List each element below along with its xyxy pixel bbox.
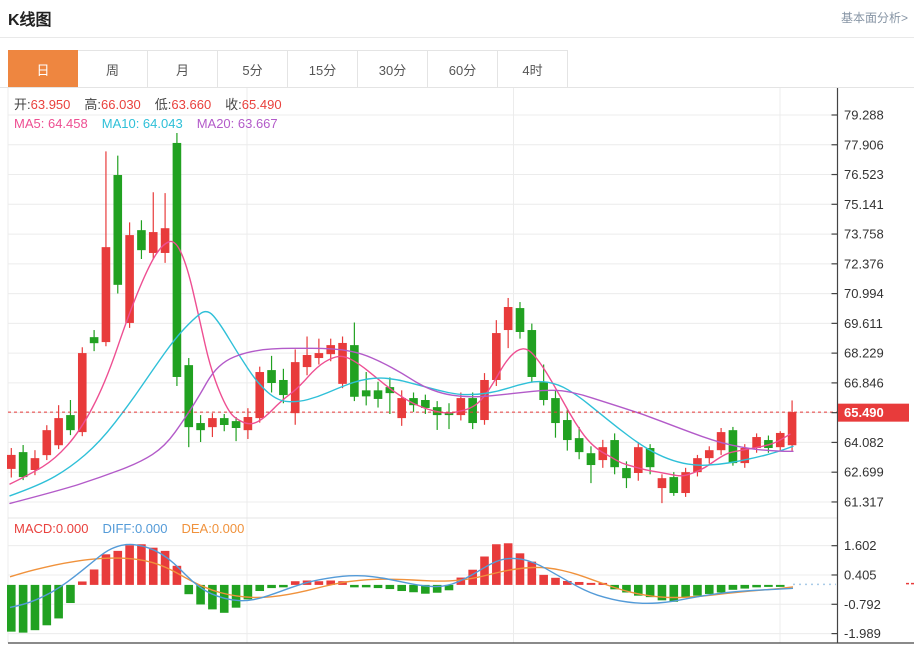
axis-layer: 79.288 77.906 76.523 75.141 73.758 72.376 70.9… — [8, 88, 914, 644]
svg-text:65.490: 65.490 — [844, 405, 884, 420]
diff-line — [9, 543, 794, 609]
period-tabbar: 日周月 5分 15分 30分 60分 4时 — [0, 50, 914, 88]
y-tick-label: 73.758 — [844, 227, 884, 242]
tab-60分[interactable]: 60分 — [428, 50, 498, 87]
tab-月[interactable]: 月 — [148, 50, 218, 87]
y-tick-label: 61.317 — [844, 494, 884, 509]
ohlc-low-readout: 低:63.660 — [154, 97, 212, 112]
tab-30分[interactable]: 30分 — [358, 50, 428, 87]
macd-macd-readout: MACD:0.000 — [14, 521, 89, 536]
period-tabs: 日周月 5分 15分 30分 60分 4时 — [8, 50, 568, 87]
tab-5分[interactable]: 5分 — [218, 50, 288, 87]
macd-layer — [7, 543, 914, 633]
ma-lines-layer — [9, 240, 794, 505]
macd-tick-label: -0.792 — [844, 597, 881, 612]
ma-legend: MA5: 64.458 MA10: 64.043 MA20: 63.667 — [14, 116, 292, 131]
macd-tick-label: -1.989 — [844, 626, 881, 641]
ma5-line — [9, 240, 791, 485]
current-price-marker: 65.490 — [838, 403, 909, 422]
ma-ma10-readout: MA10: 64.043 — [101, 116, 183, 131]
page-title: K线图 — [8, 12, 52, 29]
dea-line — [9, 557, 794, 599]
ohlc-close-readout: 收:65.490 — [225, 97, 282, 112]
ohlc-high-readout: 高:66.030 — [84, 97, 141, 112]
tab-周[interactable]: 周 — [78, 50, 148, 87]
y-tick-label: 62.699 — [844, 465, 884, 480]
header-divider — [0, 37, 914, 38]
y-tick-label: 77.906 — [844, 137, 884, 152]
y-tick-label: 76.523 — [844, 167, 884, 182]
tab-4时[interactable]: 4时 — [498, 50, 568, 87]
macd-diff-readout: DIFF:0.000 — [102, 521, 168, 536]
y-tick-label: 72.376 — [844, 256, 884, 271]
macd-dea-readout: DEA:0.000 — [181, 521, 245, 536]
macd-tick-label: 1.602 — [844, 538, 877, 553]
fundamental-analysis-link[interactable]: 基本面分析> — [840, 11, 908, 25]
candles-layer — [7, 133, 797, 504]
ohlc-open-readout: 开:63.950 — [14, 97, 71, 112]
macd-legend: MACD:0.000 DIFF:0.000 DEA:0.000 — [14, 521, 258, 536]
y-tick-label: 69.611 — [844, 316, 883, 331]
y-tick-label: 64.082 — [844, 435, 884, 450]
ma-ma5-readout: MA5: 64.458 — [14, 116, 88, 131]
ohlc-legend: 开:63.950 高:66.030 低:63.660 收:65.490 — [14, 94, 296, 113]
tab-日[interactable]: 日 — [8, 50, 78, 87]
y-tick-label: 79.288 — [844, 108, 884, 123]
ma20-line — [9, 347, 794, 505]
tab-15分[interactable]: 15分 — [288, 50, 358, 87]
ma-ma20-readout: MA20: 63.667 — [196, 116, 278, 131]
y-tick-label: 68.229 — [844, 346, 884, 361]
grid-layer — [7, 88, 838, 643]
y-tick-label: 75.141 — [844, 197, 884, 212]
y-tick-label: 66.846 — [844, 375, 884, 390]
y-tick-label: 70.994 — [844, 286, 884, 301]
ma10-line — [9, 310, 794, 497]
macd-tick-label: 0.405 — [844, 567, 877, 582]
